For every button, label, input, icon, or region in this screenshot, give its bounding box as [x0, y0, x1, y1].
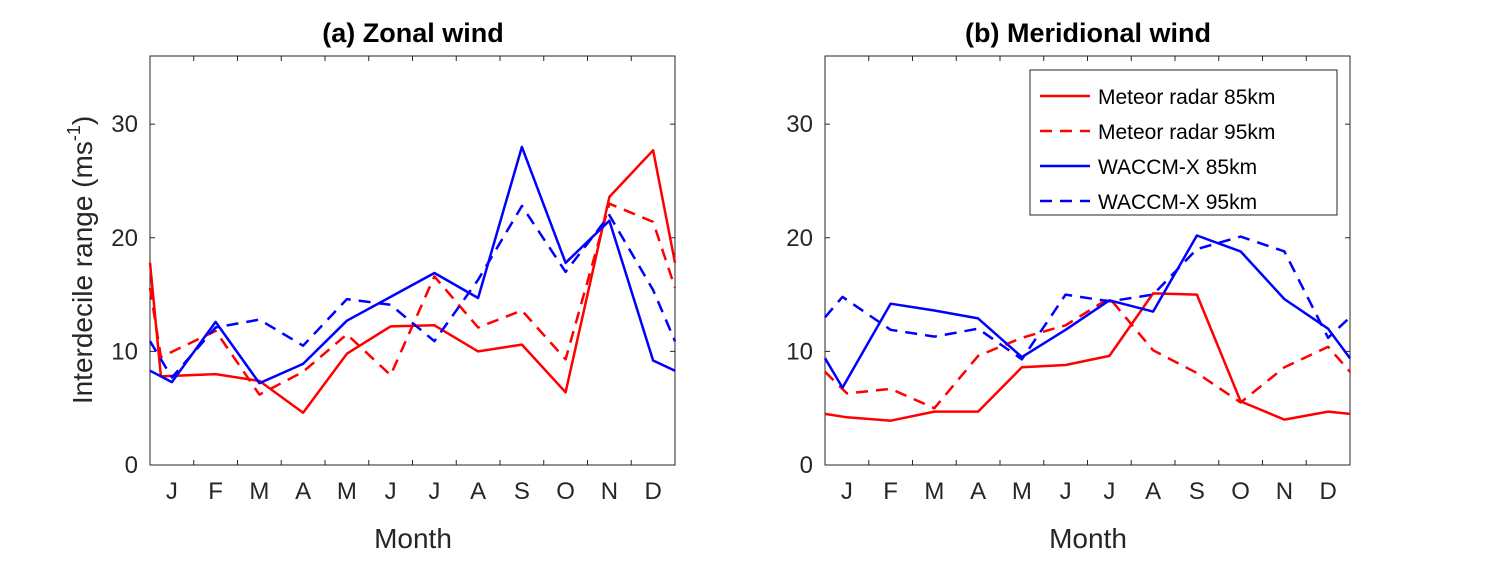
- x-tick-label: A: [470, 478, 486, 505]
- x-tick-label: A: [295, 478, 311, 505]
- panel-a-x-axis-label: Month: [374, 523, 452, 554]
- panel-b-plot-area: [823, 55, 1352, 466]
- panel-b-y-tick-labels: 0 10 20 30: [786, 111, 813, 479]
- x-tick-label: D: [644, 478, 661, 505]
- panel-a-ticks: [149, 56, 676, 466]
- series-line-waccm-x-95km: [824, 235, 1351, 361]
- series-line-waccm-x-85km: [823, 234, 1352, 389]
- series-line-meteor-radar-85km: [824, 292, 1351, 422]
- y-label-main: Interdecile range (ms: [67, 141, 98, 404]
- panel-a-y-tick-labels: 0 10 20 30: [111, 111, 138, 479]
- x-tick-label: M: [1012, 478, 1032, 505]
- x-tick-label: O: [556, 478, 575, 505]
- x-tick-label: A: [1145, 478, 1161, 505]
- panel-a-title: (a) Zonal wind: [322, 18, 504, 48]
- x-tick-label: D: [1319, 478, 1336, 505]
- legend-items: Meteor radar 85km Meteor radar 95km WACCM-…: [1040, 86, 1275, 214]
- x-tick-label: N: [601, 478, 618, 505]
- y-label-end: ): [67, 116, 98, 125]
- series-line-waccm-x-85km: [149, 145, 676, 385]
- x-tick-label: M: [249, 478, 269, 505]
- y-tick-label: 20: [786, 225, 813, 252]
- y-tick-label: 10: [111, 338, 138, 365]
- x-tick-label: J: [841, 478, 853, 505]
- legend-label: WACCM-X 95km: [1098, 191, 1257, 214]
- legend-label: Meteor radar 95km: [1098, 121, 1275, 144]
- panel-a-plot-area: [148, 55, 677, 466]
- y-tick-label: 20: [111, 225, 138, 252]
- series-line-meteor-radar-95km: [148, 202, 677, 396]
- x-tick-label: S: [514, 478, 530, 505]
- series-line-meteor-radar-85km: [148, 149, 677, 414]
- x-tick-label: J: [428, 478, 440, 505]
- panel-b-ticks: [824, 56, 1351, 466]
- x-tick-label: J: [1103, 478, 1115, 505]
- panel-b-x-axis-label: Month: [1049, 523, 1127, 554]
- y-tick-label: 0: [125, 452, 138, 479]
- x-tick-label: F: [883, 478, 898, 505]
- y-tick-label: 0: [800, 452, 813, 479]
- series-line-waccm-x-95km: [148, 204, 677, 379]
- y-tick-label: 30: [786, 111, 813, 138]
- x-tick-label: O: [1231, 478, 1250, 505]
- legend-box: [1029, 69, 1338, 216]
- x-tick-label: J: [385, 478, 397, 505]
- x-tick-label: F: [208, 478, 223, 505]
- x-tick-label: J: [1060, 478, 1072, 505]
- panel-b-title: (b) Meridional wind: [965, 18, 1211, 48]
- panel-a-y-axis-label: Interdecile range (ms-1): [64, 116, 98, 404]
- x-tick-label: M: [924, 478, 944, 505]
- y-label-superscript: -1: [64, 125, 84, 141]
- x-tick-label: M: [337, 478, 357, 505]
- panel-a-series-lines: [148, 145, 677, 414]
- legend-label: WACCM-X 85km: [1098, 156, 1257, 179]
- y-tick-label: 10: [786, 338, 813, 365]
- legend-label: Meteor radar 85km: [1098, 86, 1275, 109]
- panel-b-series-lines: [823, 234, 1352, 422]
- x-tick-label: N: [1276, 478, 1293, 505]
- x-tick-label: A: [970, 478, 986, 505]
- x-tick-label: S: [1189, 478, 1205, 505]
- series-line-meteor-radar-95km: [824, 296, 1351, 410]
- legend: Meteor radar 85km Meteor radar 95km WACCM-…: [1029, 69, 1338, 216]
- x-tick-label: J: [166, 478, 178, 505]
- y-tick-label: 30: [111, 111, 138, 138]
